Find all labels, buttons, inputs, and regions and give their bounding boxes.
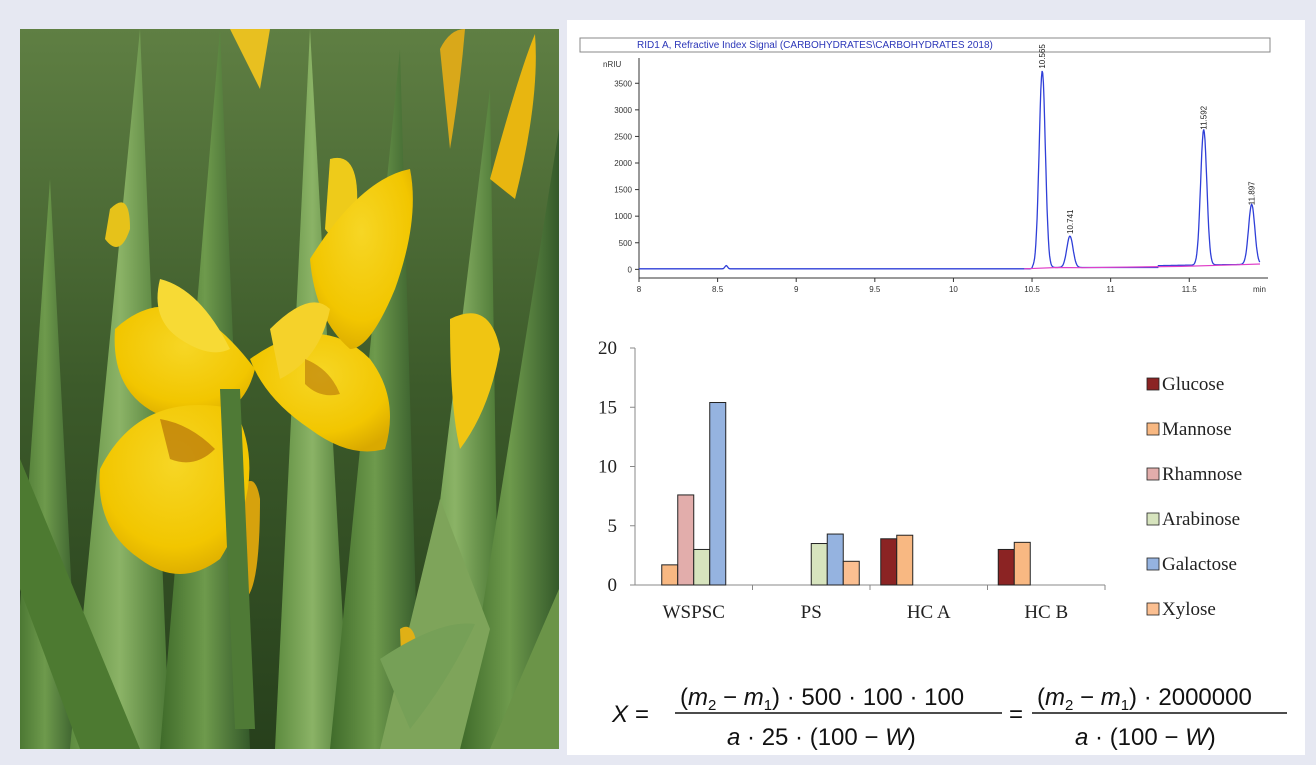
iris-photo-illustration (20, 29, 559, 749)
peak-label: 11.592 (1200, 105, 1209, 129)
y-tick-label: 1500 (614, 186, 632, 195)
x-tick-label: 11.5 (1182, 285, 1198, 294)
x-tick-label: 9 (794, 285, 799, 294)
figure-panel: RID1 A, Refractive Index Signal (CARBOHY… (567, 20, 1305, 755)
calculation-formula: X = (m2 − m1) · 500 · 100 · 100 a · 25 ·… (611, 684, 1287, 751)
category-label: PS (801, 602, 822, 623)
iris-flower-photo (20, 29, 559, 749)
formula-numerator-1: (m2 − m1) · 500 · 100 · 100 (680, 684, 964, 714)
category-label: HC A (907, 602, 951, 623)
legend-swatch (1146, 467, 1160, 481)
y-unit-label: nRIU (603, 60, 621, 69)
bar-y-tick-label: 15 (598, 397, 617, 418)
x-unit-label: min (1253, 285, 1266, 294)
foreground-leaf (380, 623, 475, 729)
x-tick-label: 8 (637, 285, 642, 294)
y-tick-label: 3500 (614, 79, 632, 88)
legend-label: Xylose (1162, 599, 1216, 620)
iris-blossom (99, 169, 500, 729)
integration-baseline (1024, 263, 1261, 270)
peak-label: 10.565 (1038, 44, 1047, 69)
y-tick-label: 0 (628, 265, 633, 274)
legend-label: Glucose (1162, 374, 1224, 395)
chromatogram-header: RID1 A, Refractive Index Signal (CARBOHY… (637, 40, 993, 51)
chromatogram-plot: 10.565 10.741 11.592 11.897 (639, 44, 1261, 270)
bar-glucose (997, 548, 1015, 586)
formula-denominator-1: a · 25 · (100 − W) (727, 724, 916, 751)
formula-equals: = (1009, 701, 1023, 728)
category-label: HC B (1024, 602, 1068, 623)
formula-lhs: X = (611, 701, 649, 728)
x-tick-label: 11 (1106, 285, 1115, 294)
bar-galactose (709, 402, 727, 586)
sugar-bar-chart: 0 5 10 15 20 WSPSC PS HC A HC B Glucose Mannose Rh… (598, 338, 1242, 623)
formula-numerator-2: (m2 − m1) · 2000000 (1037, 684, 1252, 714)
bar-mannose (896, 534, 914, 586)
x-tick-label: 10.5 (1024, 285, 1040, 294)
chromatogram-axes: 0 500 1000 1500 2000 2500 3000 3500 8 8.5 9 9.5 10 10… (614, 58, 1268, 294)
bar-glucose (880, 538, 898, 586)
legend-label: Galactose (1162, 554, 1237, 575)
y-tick-label: 3000 (614, 106, 632, 115)
y-tick-label: 2000 (614, 159, 632, 168)
chromatogram: RID1 A, Refractive Index Signal (CARBOHY… (579, 37, 1271, 294)
y-tick-label: 500 (619, 239, 633, 248)
bar-mannose (1013, 541, 1031, 586)
bar-y-tick-label: 0 (608, 575, 618, 596)
bar-y-tick-label: 20 (598, 338, 617, 359)
legend-swatch (1146, 512, 1160, 526)
bar-rhamnose (677, 494, 695, 586)
bar-chart-bars (661, 402, 1031, 586)
bar-xylose (842, 560, 860, 586)
bar-y-tick-label: 10 (598, 457, 617, 478)
bar-arabinose (693, 548, 711, 586)
x-tick-label: 10 (949, 285, 958, 294)
legend-label: Mannose (1162, 419, 1232, 440)
bar-y-tick-label: 5 (608, 516, 618, 537)
chromatogram-header-box (579, 37, 1271, 53)
formula-denominator-2: a · (100 − W) (1075, 724, 1216, 751)
legend-swatch (1146, 377, 1160, 391)
legend-swatch (1146, 422, 1160, 436)
legend-swatch (1146, 602, 1160, 616)
y-tick-label: 2500 (614, 132, 632, 141)
bar-mannose (661, 564, 679, 586)
bar-galactose (826, 533, 844, 586)
x-tick-label: 8.5 (712, 285, 724, 294)
legend-label: Arabinose (1162, 509, 1240, 530)
peak-label: 10.741 (1066, 209, 1075, 234)
bar-chart-legend: Glucose Mannose Rhamnose Arabinose Galactose… (1146, 374, 1242, 620)
legend-swatch (1146, 557, 1160, 571)
peak-label: 11.897 (1248, 181, 1257, 205)
signal-trace (639, 70, 1261, 270)
x-tick-label: 9.5 (869, 285, 881, 294)
legend-label: Rhamnose (1162, 464, 1242, 485)
category-label: WSPSC (663, 602, 725, 623)
y-tick-label: 1000 (614, 212, 632, 221)
bar-arabinose (810, 543, 828, 586)
